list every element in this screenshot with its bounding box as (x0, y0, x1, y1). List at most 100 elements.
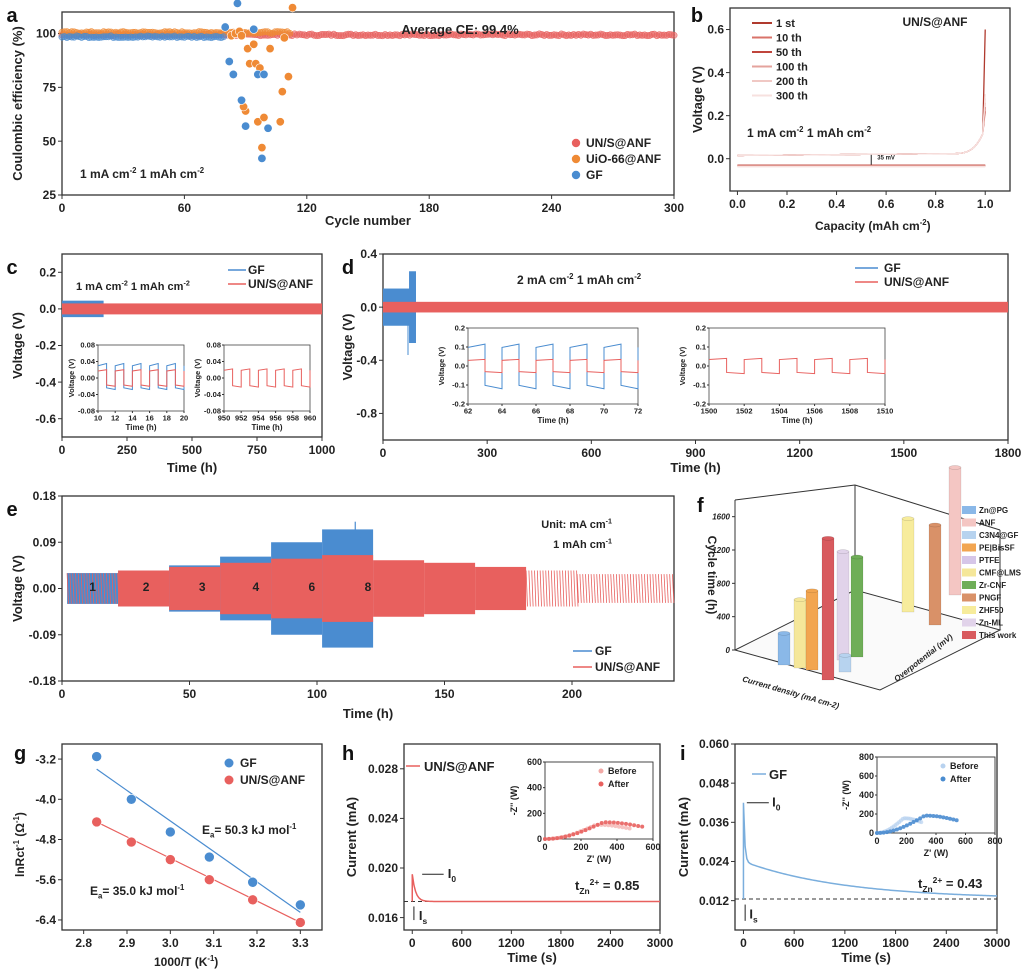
y-axis-label: Voltage (V) (690, 66, 705, 133)
y-tick-label: 600 (859, 771, 874, 781)
panel-label-h: h (342, 743, 354, 765)
nyquist-point (575, 831, 580, 836)
inset-curve-unsanf (223, 368, 311, 388)
condition-label: 1 mA cm-2​ 1 mAh cm-2​ (747, 125, 872, 140)
legend-label: PTFE (979, 556, 1000, 565)
nyquist-point (918, 816, 923, 821)
y-tick-label: 0.060 (699, 737, 729, 751)
text-span: -1 (207, 954, 215, 963)
nyquist-point (894, 827, 899, 832)
text-span: ) (927, 219, 931, 233)
legend-swatch (962, 531, 976, 539)
x-tick-label: 1510 (877, 407, 894, 416)
voltage-trace (525, 570, 528, 607)
text-span: -2 (183, 280, 189, 288)
legend-swatch (962, 593, 976, 602)
voltage-trace (618, 574, 621, 603)
text-span: E (202, 823, 210, 837)
text-span: -2 (634, 272, 642, 281)
text-span: 1 mAh cm (574, 273, 635, 287)
z-tick-label: 400 (716, 613, 731, 622)
nyquist-point (599, 821, 604, 826)
y-tick-label: 400 (527, 783, 542, 793)
x-tick-label: 120 (297, 201, 317, 215)
inset-late: 1500 1502 1504 1506 1508 1510 -0.2 -0.1 0.0 0.1 0.… (678, 324, 893, 426)
voltage-trace (613, 574, 616, 603)
data-point (165, 826, 176, 838)
voltage-band-unsanf (62, 303, 322, 315)
nyquist-point (636, 823, 641, 828)
x-tick-label: 12 (111, 414, 119, 423)
fit-line (96, 821, 301, 923)
panel-d: 0 300 600 900 1200 1500 1800 -0.8 -0.4 0.0 0.4 d Tim… (340, 247, 1022, 475)
legend-label: UN/S@ANF (424, 759, 495, 774)
nyquist-point (579, 829, 584, 834)
legend-label: After (950, 774, 971, 784)
condition-label: 1 mA cm-2​ 1 mAh cm-2​ (76, 280, 190, 293)
panel-c: 0 250 500 750 1000 -0.6 -0.4 -0.2 0.0 0.2 c Time (h… (6, 253, 336, 475)
inset-x-label: Time (h) (538, 416, 569, 425)
data-point-outlier (257, 153, 267, 163)
legend-label: PNGF (979, 594, 1001, 603)
x-tick-label: 1.0 (977, 197, 994, 211)
x-tick-label: 2.9 (119, 936, 136, 950)
x-tick-label: 100 (307, 687, 327, 701)
data-point-outlier (224, 57, 234, 67)
x-tick-label: 600 (645, 842, 660, 852)
nyquist-point (624, 825, 629, 830)
nyquist-point (881, 830, 886, 835)
bar-top (777, 631, 791, 636)
fit-line (96, 768, 301, 913)
y-tick-label: -0.08 (78, 407, 95, 416)
x-tick-label: 2.8 (75, 936, 92, 950)
condition-label: 2 mA cm-2​ 1 mAh cm-2​ (517, 272, 642, 287)
voltage-trace (576, 574, 579, 603)
y-tick-label: 0.1 (455, 343, 465, 352)
y-tick-label: 0.2 (707, 109, 724, 123)
x-tick-label: 1200 (832, 936, 859, 950)
voltage-band-unsanf (383, 301, 1008, 313)
legend-label: This work (979, 631, 1017, 640)
voltage-band-unsanf (373, 560, 425, 617)
nyquist-inset: 0 200 400 600 800 0 200 400 600 800 Z' (W) -Z'' (W)… (841, 752, 1003, 858)
panel-label-f: f (697, 495, 704, 517)
x-tick-label: 2400 (933, 936, 960, 950)
text-span: 0 (776, 803, 781, 813)
legend-label: UN/S@ANF (884, 275, 949, 289)
nyquist-point (632, 823, 637, 828)
data-point (126, 836, 137, 848)
legend-label: C3N4@GF (979, 531, 1018, 540)
base-plane (733, 589, 1002, 691)
voltage-trace (103, 573, 106, 604)
panel-i: 0 600 1200 1800 2400 3000 0.012 0.024 0.036 0.048… (676, 737, 1011, 965)
text-span: s (753, 914, 758, 924)
inset-y-label: Voltage (V) (437, 346, 446, 385)
legend-label: 1 st (776, 18, 795, 30)
text-span: Zn (579, 886, 589, 896)
voltage-trace (75, 573, 78, 604)
nyquist-point (944, 815, 949, 820)
i0-label: I0​ (772, 795, 781, 813)
text-span: t (918, 876, 923, 891)
legend-label: GF (769, 767, 787, 782)
inset-frame (876, 756, 996, 834)
text-span: (Ω (13, 823, 27, 840)
x-tick-label: 900 (685, 446, 705, 460)
text-span: 1 mAh cm (137, 167, 198, 181)
y-tick-label: 25 (43, 188, 57, 202)
voltage-trace (663, 574, 666, 603)
chart-title: UN/S@ANF (902, 15, 967, 29)
plot-frame (61, 743, 323, 931)
inset-curve-gf (467, 343, 639, 390)
x-tick-label: 1000 (309, 443, 336, 457)
nyquist-point (613, 824, 618, 829)
x-tick-label: 1200 (498, 936, 525, 950)
voltage-trace (607, 574, 610, 603)
voltage-trace (660, 574, 664, 603)
nyquist-point (884, 830, 889, 835)
x-tick-label: 18 (163, 414, 171, 423)
text-span: 2+ (933, 875, 943, 885)
inset-late: 950 952 954 956 958 960 -0.08 -0.04 0.00 0.04 0.08… (193, 341, 316, 433)
legend-label: Before (950, 761, 979, 771)
is-label: Is​ (749, 907, 758, 925)
